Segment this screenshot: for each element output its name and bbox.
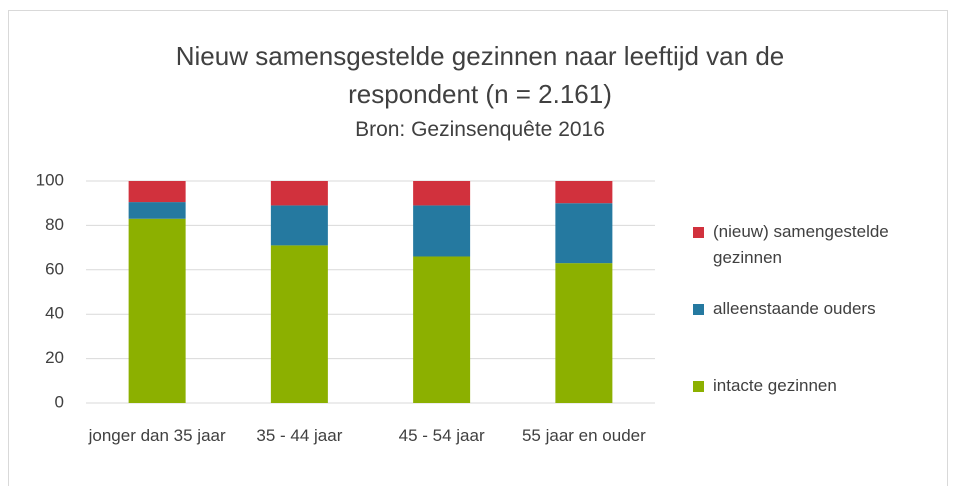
bar-segment [270,205,328,246]
bar-segment [270,245,328,403]
bar-segment [128,181,186,203]
x-tick-label: 55 jaar en ouder [521,426,646,445]
y-tick-label: 80 [45,215,64,234]
chart-title: Nieuw samensgestelde gezinnen naar leeft… [175,41,785,109]
x-tick-label: 45 - 54 jaar [398,426,485,445]
legend-swatch [693,304,704,315]
legend-label: intacte gezinnen [713,376,837,395]
y-tick-label: 0 [55,392,64,411]
bar-segment [270,181,328,206]
chart-subtitle: Bron: Gezinsenquête 2016 [355,118,605,141]
y-tick-label: 100 [36,170,64,189]
bar-segment [555,181,613,204]
bar-segment [555,203,613,264]
legend-label: (nieuw) samengestelde gezinnen [713,222,889,268]
bar-segment [413,181,471,206]
x-tick-label: 35 - 44 jaar [256,426,343,445]
x-tick-label: jonger dan 35 jaar [88,426,226,445]
legend-swatch [693,381,704,392]
y-tick-label: 40 [45,304,64,323]
y-tick-label: 60 [45,259,64,278]
bar-segment [128,218,186,403]
chart-border [8,10,948,486]
legend-label: alleenstaande ouders [713,299,876,318]
bar-segment [128,202,186,219]
bar-segment [413,256,471,403]
bar-segment [413,205,471,257]
y-tick-label: 20 [45,348,64,367]
bar-segment [555,263,613,403]
legend-swatch [693,227,704,238]
